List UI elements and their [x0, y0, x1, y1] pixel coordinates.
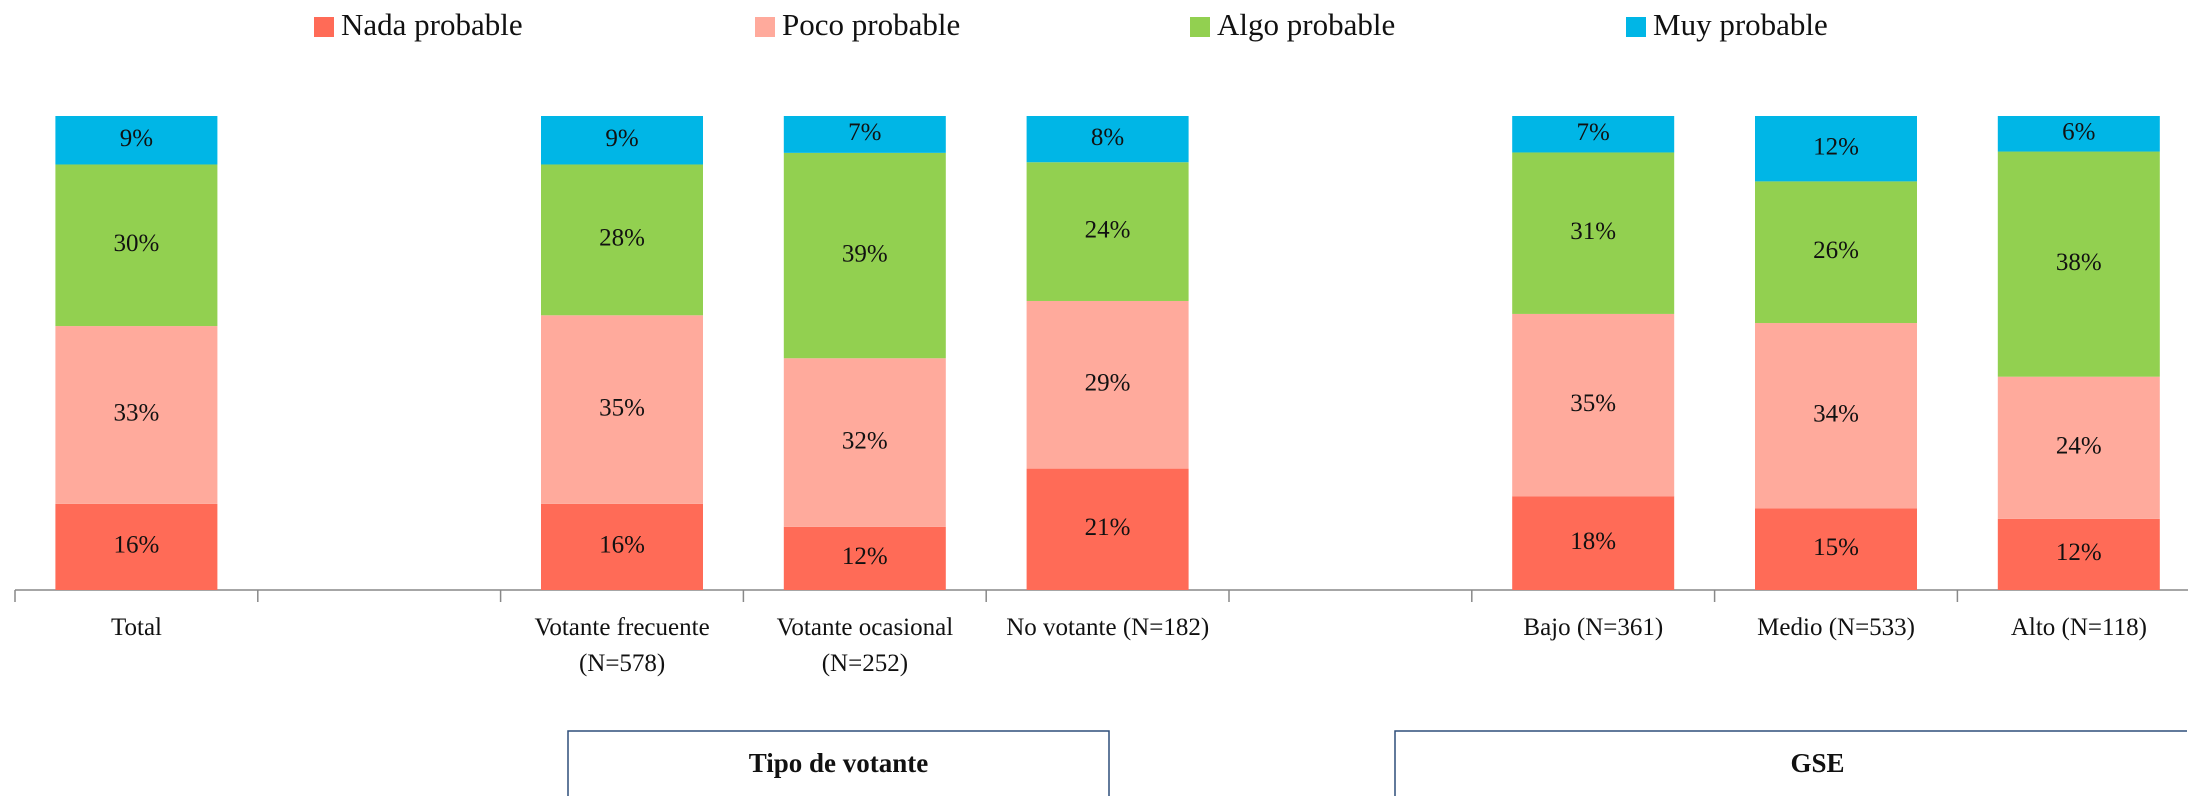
x-tick-label: Votante frecuente (N=578) [534, 614, 710, 677]
bar-segment [55, 164, 218, 327]
bar-segment [1997, 376, 2160, 519]
legend-swatch [1190, 17, 1210, 37]
data-label: 38% [2056, 249, 2102, 276]
legend-label: Nada probable [341, 7, 523, 42]
x-tick-label: Total [110, 614, 162, 641]
group-label: GSE [1790, 748, 1845, 778]
bar-segment [1755, 116, 1917, 182]
data-label: 8% [1091, 124, 1124, 151]
data-label: 21% [1085, 514, 1131, 541]
bar-segment [783, 526, 946, 590]
data-label: 12% [2056, 539, 2102, 566]
bar-segment [541, 164, 703, 316]
data-label: 24% [2056, 433, 2102, 460]
legend-swatch [1626, 17, 1646, 37]
data-label: 34% [1813, 400, 1859, 427]
legend-swatch [755, 17, 775, 37]
bar-segment [783, 116, 946, 153]
data-label: 9% [120, 125, 153, 152]
bar-segment [1512, 496, 1675, 590]
x-tick-label: Votante ocasional (N=252) [776, 614, 954, 677]
data-label: 15% [1813, 534, 1859, 561]
group-box [1394, 730, 2187, 796]
data-label: 26% [1813, 237, 1859, 264]
data-label: 31% [1570, 218, 1616, 245]
legend-label: Algo probable [1217, 7, 1395, 42]
data-label: 12% [842, 543, 888, 570]
data-label: 12% [1813, 133, 1859, 160]
bar-segment [1755, 323, 1917, 509]
legend-label: Muy probable [1653, 7, 1828, 42]
bar-segment [783, 152, 946, 359]
bar-segment [1026, 468, 1189, 590]
bar-segment [783, 358, 946, 527]
data-label: 29% [1085, 370, 1131, 397]
bar-segment [541, 116, 703, 165]
data-label: 18% [1570, 528, 1616, 555]
data-label: 9% [605, 125, 638, 152]
group-label: Tipo de votante [748, 748, 929, 778]
data-label: 33% [113, 400, 159, 427]
data-label: 24% [1085, 216, 1131, 243]
bar-segment [55, 503, 218, 590]
x-tick-label: Medio (N=533) [1757, 614, 1915, 641]
data-label: 32% [842, 427, 888, 454]
bar-segment [1026, 300, 1189, 469]
data-label: 35% [1570, 390, 1616, 417]
group-box [567, 730, 1110, 796]
x-tick-label: Bajo (N=361) [1523, 614, 1664, 641]
bar-segment [1755, 508, 1917, 590]
bar-segment [1026, 116, 1189, 163]
legend-label: Poco probable [782, 7, 960, 42]
bar-segment [1512, 116, 1675, 153]
data-label: 39% [842, 240, 888, 267]
data-label: 7% [1577, 119, 1610, 146]
bar-segment [1512, 152, 1675, 314]
bar-segment [1997, 518, 2160, 590]
x-tick-label: Alto (N=118) [2010, 614, 2147, 641]
bar-segment [1755, 181, 1917, 324]
legend-swatch [314, 17, 334, 37]
bar-segment [1997, 116, 2160, 152]
bar-segment [1512, 313, 1675, 497]
bar-segment [1026, 162, 1189, 301]
bar-segment [541, 315, 703, 504]
data-label: 30% [113, 230, 159, 257]
x-tick-label: No votante (N=182) [1006, 614, 1210, 641]
bar-segment [55, 116, 218, 165]
data-label: 7% [848, 119, 881, 146]
data-label: 16% [599, 532, 645, 559]
bar-segment [55, 326, 218, 504]
data-label: 16% [113, 532, 159, 559]
data-label: 35% [599, 394, 645, 421]
data-label: 6% [2062, 119, 2095, 146]
bar-segment [541, 503, 703, 590]
bar-segment [1997, 151, 2160, 377]
data-label: 28% [599, 225, 645, 252]
